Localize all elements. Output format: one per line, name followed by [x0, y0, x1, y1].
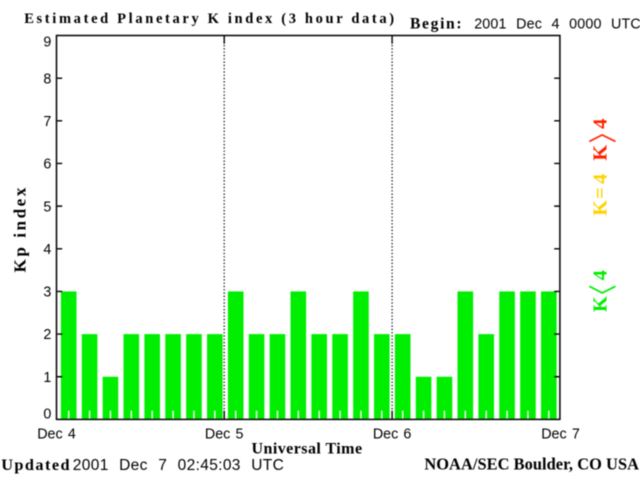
- svg-text:4: 4: [589, 270, 611, 280]
- svg-text:Updated: Updated: [1, 455, 71, 474]
- svg-text:K: K: [589, 296, 611, 312]
- svg-text:3: 3: [43, 285, 51, 301]
- svg-text:Begin:: Begin:: [410, 15, 463, 32]
- svg-text:6: 6: [43, 157, 51, 173]
- svg-text:1: 1: [43, 370, 51, 386]
- svg-text:2001 Dec 4 0000 UTC: 2001 Dec 4 0000 UTC: [474, 17, 640, 33]
- svg-text:Dec 6: Dec 6: [373, 426, 412, 442]
- svg-text:2: 2: [43, 327, 51, 343]
- svg-text:Dec 7: Dec 7: [541, 426, 580, 442]
- svg-text:9: 9: [43, 35, 51, 51]
- svg-text:NOAA/SEC Boulder, CO USA: NOAA/SEC Boulder, CO USA: [424, 455, 639, 474]
- svg-text:7: 7: [43, 114, 51, 130]
- svg-text:0: 0: [43, 406, 51, 422]
- svg-text:Kp index: Kp index: [11, 185, 30, 272]
- svg-text:4: 4: [589, 174, 611, 184]
- svg-text:Universal Time: Universal Time: [251, 441, 362, 458]
- svg-text:=: =: [589, 187, 611, 199]
- svg-text:5: 5: [43, 199, 51, 215]
- svg-text:Dec 5: Dec 5: [205, 426, 244, 442]
- svg-text:K: K: [589, 200, 611, 216]
- svg-text:4: 4: [43, 242, 51, 258]
- svg-text:8: 8: [43, 71, 51, 87]
- svg-text:K: K: [589, 145, 611, 161]
- svg-text:2001 Dec 7 02:45:03 UTC: 2001 Dec 7 02:45:03 UTC: [73, 457, 284, 474]
- svg-text:Dec 4: Dec 4: [37, 426, 76, 442]
- svg-text:Estimated Planetary K index (3: Estimated Planetary K index (3 hour data…: [24, 11, 397, 27]
- svg-text:4: 4: [589, 119, 611, 129]
